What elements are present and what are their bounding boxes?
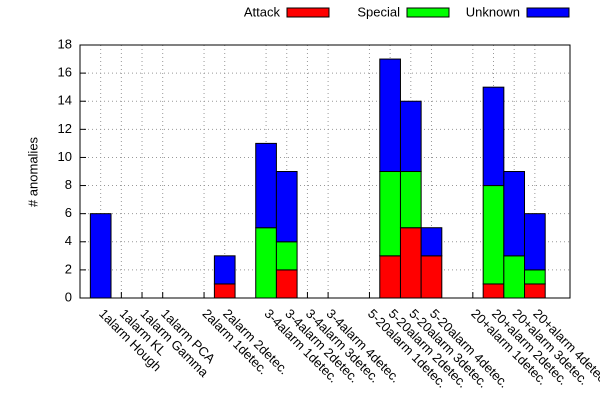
plot-border (79, 44, 571, 299)
y-tick-label: 18 (58, 36, 72, 51)
bar-segment (213, 255, 236, 285)
bar-segment (482, 283, 505, 299)
bar-segment (524, 283, 546, 299)
legend-label: Unknown (466, 4, 520, 19)
bar-segment (379, 171, 401, 257)
bar-segment (399, 171, 422, 229)
legend-swatch (286, 7, 330, 18)
bar-segment (275, 171, 298, 243)
bar-segment (255, 142, 277, 229)
legend-label: Special (357, 4, 400, 19)
y-tick-label: 16 (58, 65, 72, 80)
legend-label: Attack (244, 4, 281, 19)
bar-segment (275, 241, 298, 271)
bar-segment (399, 100, 422, 172)
bar-segment (420, 255, 443, 299)
y-axis-label: # anomalies (25, 136, 40, 207)
legend-swatch (526, 7, 570, 18)
bar-segment (524, 213, 546, 271)
bar-segment (213, 283, 236, 299)
legend-swatch (406, 7, 450, 18)
bar-segment (399, 227, 422, 299)
bar-segment (420, 227, 443, 257)
y-tick-label: 2 (65, 261, 72, 276)
y-tick-label: 14 (58, 93, 72, 108)
bar-segment (379, 58, 401, 172)
bar-segment (503, 255, 526, 299)
y-tick-label: 6 (65, 205, 72, 220)
y-tick-label: 12 (58, 121, 72, 136)
bar-segment (524, 269, 546, 285)
y-tick-label: 8 (65, 177, 72, 192)
bar-segment (89, 213, 112, 299)
bar-segment (482, 185, 505, 285)
bar-segment (379, 255, 401, 299)
y-tick-label: 0 (65, 289, 72, 304)
bar-segment (503, 171, 526, 257)
bar-segment (482, 86, 505, 187)
bar-segment (255, 227, 277, 299)
y-tick-label: 4 (65, 233, 72, 248)
bar-segment (275, 269, 298, 299)
y-tick-label: 10 (58, 149, 72, 164)
